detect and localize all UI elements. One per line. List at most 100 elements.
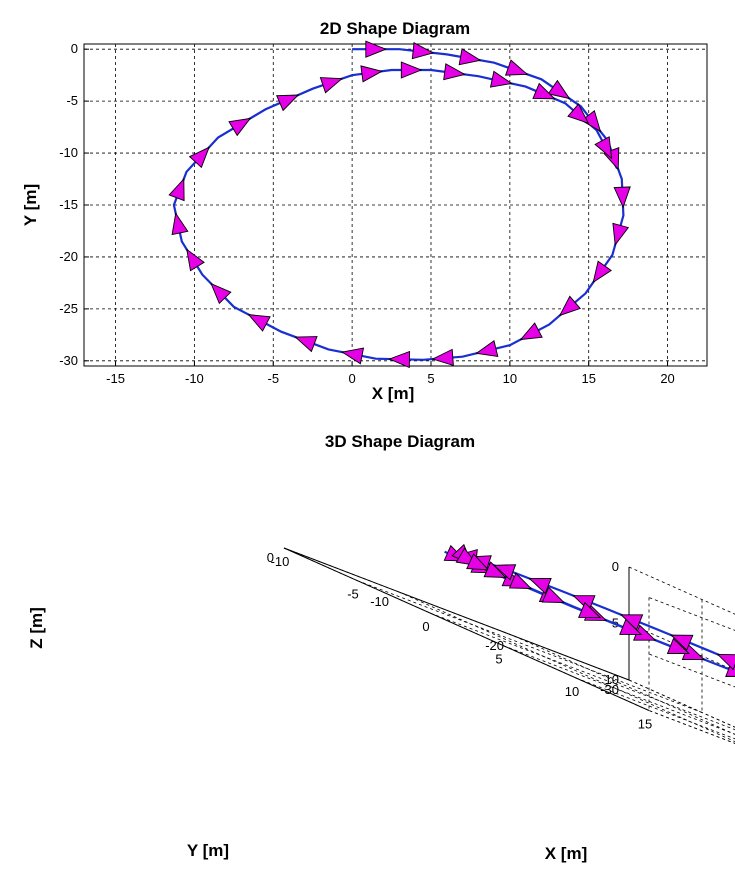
x-tick-label: 15	[638, 717, 652, 732]
direction-arrow-marker	[567, 103, 590, 124]
direction-arrow-marker	[360, 65, 383, 83]
direction-arrow-marker-3d	[466, 553, 490, 571]
direction-arrow-marker	[210, 282, 232, 305]
wall-grid-line	[648, 710, 735, 744]
y-tick-label: -25	[59, 301, 78, 316]
floor-grid-line	[648, 710, 735, 744]
x-tick-label: 5	[427, 371, 434, 386]
x-tick-label: -15	[106, 371, 125, 386]
direction-arrow-marker	[580, 109, 602, 133]
x-tick-label: 20	[660, 371, 674, 386]
direction-arrow-marker	[547, 79, 571, 100]
direction-arrow-marker	[612, 222, 630, 246]
direction-arrow-marker	[341, 347, 365, 365]
direction-arrow-marker	[411, 41, 435, 60]
direction-arrow-marker	[365, 40, 388, 58]
direction-arrow-marker	[294, 336, 318, 353]
wall-grid-line	[628, 566, 735, 615]
direction-arrow-marker	[171, 212, 189, 236]
direction-arrow-marker	[168, 177, 185, 202]
direction-arrow-marker-3d	[619, 618, 643, 635]
direction-arrow-marker	[504, 59, 529, 76]
direction-arrow-marker	[475, 340, 499, 357]
chart-3d-series	[443, 543, 735, 677]
direction-arrow-marker	[276, 94, 300, 112]
chart-3d: 3D Shape Diagram -10-50510150-10-20-3005…	[27, 432, 735, 863]
direction-arrow-marker	[431, 348, 454, 367]
direction-arrow-marker-3d	[670, 634, 694, 651]
x-tick-label: 5	[495, 652, 502, 667]
direction-arrow-marker	[188, 146, 210, 169]
x-tick-label: 10	[503, 371, 517, 386]
wall-grid-line	[648, 653, 735, 688]
direction-arrow-marker	[489, 70, 513, 88]
wall-grid-line	[648, 597, 735, 631]
direction-arrow-marker	[519, 322, 543, 341]
y-tick-label: 0	[267, 550, 274, 565]
chart-3d-title: 3D Shape Diagram	[325, 432, 475, 451]
direction-arrow-marker-3d	[666, 637, 691, 654]
direction-arrow-marker	[592, 260, 613, 284]
y-tick-label: -5	[66, 93, 78, 108]
y-tick-label: -30	[59, 353, 78, 368]
direction-arrow-marker	[613, 186, 631, 209]
floor-grid-line	[356, 580, 703, 713]
y-tick-label: -15	[59, 197, 78, 212]
x-axis-line	[283, 547, 650, 711]
floor-grid-line	[398, 591, 735, 743]
chart-2d-title: 2D Shape Diagram	[320, 19, 470, 38]
direction-arrow-marker	[247, 314, 271, 332]
x-tick-label: -10	[185, 371, 204, 386]
chart-2d: 2D Shape Diagram -15 -10 -5 0 5 10 15 20 0 -5 -10…	[21, 19, 708, 403]
direction-arrow-marker	[186, 248, 205, 272]
y-tick-label: -30	[600, 682, 619, 697]
x-tick-label: -10	[271, 554, 290, 569]
chart-2d-grid	[84, 44, 707, 366]
direction-arrow-marker-3d	[492, 564, 517, 581]
wall-grid-line	[628, 679, 735, 728]
y-tick-label: -10	[370, 594, 389, 609]
x-tick-label: -5	[267, 371, 279, 386]
direction-arrow-marker-3d	[508, 572, 533, 589]
direction-arrow-marker	[443, 63, 466, 81]
y-tick-label: -10	[59, 145, 78, 160]
y-tick-label: -20	[485, 638, 504, 653]
floor-grid-line	[575, 677, 735, 740]
direction-arrow-marker	[400, 61, 423, 79]
floor-grid-line	[502, 645, 735, 735]
direction-arrow-marker-3d	[716, 653, 735, 671]
direction-arrow-marker-3d	[541, 586, 566, 603]
x-tick-label: 0	[349, 371, 356, 386]
z-tick-label: 10	[605, 672, 619, 687]
chart-3d-z-label: Z [m]	[27, 607, 46, 649]
z-tick-label: 0	[612, 559, 619, 574]
chart-3d-y-label: Y [m]	[187, 841, 229, 860]
x-tick-label: 10	[565, 684, 579, 699]
y-axis-line	[283, 547, 630, 681]
chart-2d-y-ticks: 0 -5 -10 -15 -20 -25 -30	[59, 41, 89, 368]
chart-3d-x-label: X [m]	[545, 844, 588, 863]
direction-arrow-marker	[458, 48, 482, 66]
x-tick-label: -5	[347, 587, 359, 602]
y-tick-label: 0	[71, 41, 78, 56]
direction-arrow-marker	[388, 350, 411, 369]
direction-arrow-marker	[228, 117, 252, 137]
chart-2d-x-ticks: -15 -10 -5 0 5 10 15 20	[106, 361, 675, 386]
direction-arrow-marker-3d	[528, 577, 552, 595]
direction-arrow-marker	[319, 77, 344, 94]
chart-2d-y-label: Y [m]	[21, 184, 40, 226]
floor-grid-line	[429, 612, 735, 731]
y-tick-label: -20	[59, 249, 78, 264]
direction-arrow-marker	[594, 136, 613, 160]
direction-arrow-marker	[558, 295, 581, 317]
floor-grid-line	[513, 635, 735, 735]
x-tick-label: 0	[422, 619, 429, 634]
direction-arrow-marker-3d	[578, 601, 602, 619]
direction-arrow-marker-3d	[483, 561, 507, 578]
chart-2d-series	[168, 40, 631, 369]
chart-2d-x-label: X [m]	[372, 384, 415, 403]
direction-arrow-marker	[532, 82, 556, 100]
x-tick-label: 15	[581, 371, 595, 386]
